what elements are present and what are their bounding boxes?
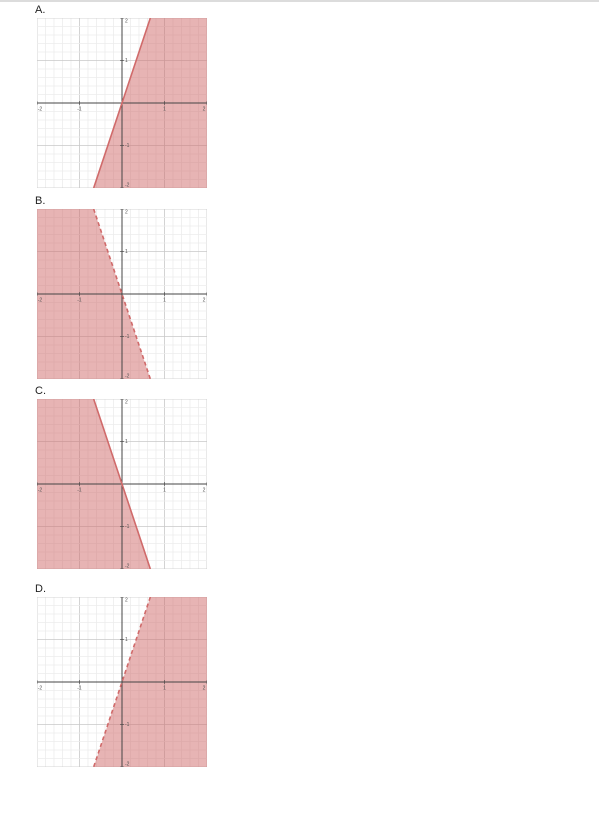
graph: -2 -1 1 2 -2 -1 1 2 xyxy=(37,18,207,188)
graph: -2 -1 1 2 -2 -1 1 2 xyxy=(37,209,207,379)
y-tick-label: -2 xyxy=(125,373,130,379)
y-tick-label: 2 xyxy=(125,597,128,603)
x-tick-label: 1 xyxy=(163,487,166,493)
x-tick-label: -1 xyxy=(77,685,82,691)
answer-option[interactable]: A. -2 -1 1 2 -2 -1 1 2 xyxy=(35,4,207,188)
x-tick-label: -2 xyxy=(38,106,43,112)
option-label: A. xyxy=(35,4,46,16)
x-tick-label: -2 xyxy=(38,297,43,303)
x-tick-label: -2 xyxy=(38,685,43,691)
answer-option[interactable]: D. -2 -1 1 2 -2 -1 1 2 xyxy=(35,583,207,767)
graph: -2 -1 1 2 -2 -1 1 2 xyxy=(37,597,207,767)
x-tick-label: 1 xyxy=(163,685,166,691)
x-tick-label: 1 xyxy=(163,106,166,112)
answer-option[interactable]: C. -2 -1 1 2 -2 -1 1 2 xyxy=(35,385,207,569)
x-tick-label: -1 xyxy=(77,297,82,303)
x-tick-label: 2 xyxy=(203,106,206,112)
x-tick-label: 2 xyxy=(203,685,206,691)
option-label: B. xyxy=(35,195,46,207)
x-tick-label: 2 xyxy=(203,487,206,493)
y-tick-label: 1 xyxy=(125,249,128,255)
y-tick-label: 1 xyxy=(125,439,128,445)
x-tick-label: -2 xyxy=(38,487,43,493)
y-tick-label: -1 xyxy=(125,722,130,728)
y-tick-label: 2 xyxy=(125,399,128,405)
y-tick-label: -1 xyxy=(125,143,130,149)
y-tick-label: 2 xyxy=(125,209,128,215)
y-tick-label: -2 xyxy=(125,182,130,188)
boundary-line xyxy=(92,18,152,188)
x-tick-label: 2 xyxy=(203,297,206,303)
boundary-line xyxy=(92,399,152,569)
answer-option[interactable]: B. -2 -1 1 2 -2 -1 1 2 xyxy=(35,195,207,379)
y-tick-label: -1 xyxy=(125,524,130,530)
y-tick-label: -2 xyxy=(125,563,130,569)
y-tick-label: 1 xyxy=(125,58,128,64)
y-tick-label: 2 xyxy=(125,18,128,24)
x-tick-label: -1 xyxy=(77,106,82,112)
option-label: C. xyxy=(35,385,46,397)
option-label: D. xyxy=(35,583,46,595)
top-bar xyxy=(0,0,599,2)
boundary-line xyxy=(92,209,152,379)
boundary-line xyxy=(92,597,152,767)
x-tick-label: -1 xyxy=(77,487,82,493)
y-tick-label: 1 xyxy=(125,637,128,643)
y-tick-label: -1 xyxy=(125,334,130,340)
y-tick-label: -2 xyxy=(125,761,130,767)
graph: -2 -1 1 2 -2 -1 1 2 xyxy=(37,399,207,569)
x-tick-label: 1 xyxy=(163,297,166,303)
